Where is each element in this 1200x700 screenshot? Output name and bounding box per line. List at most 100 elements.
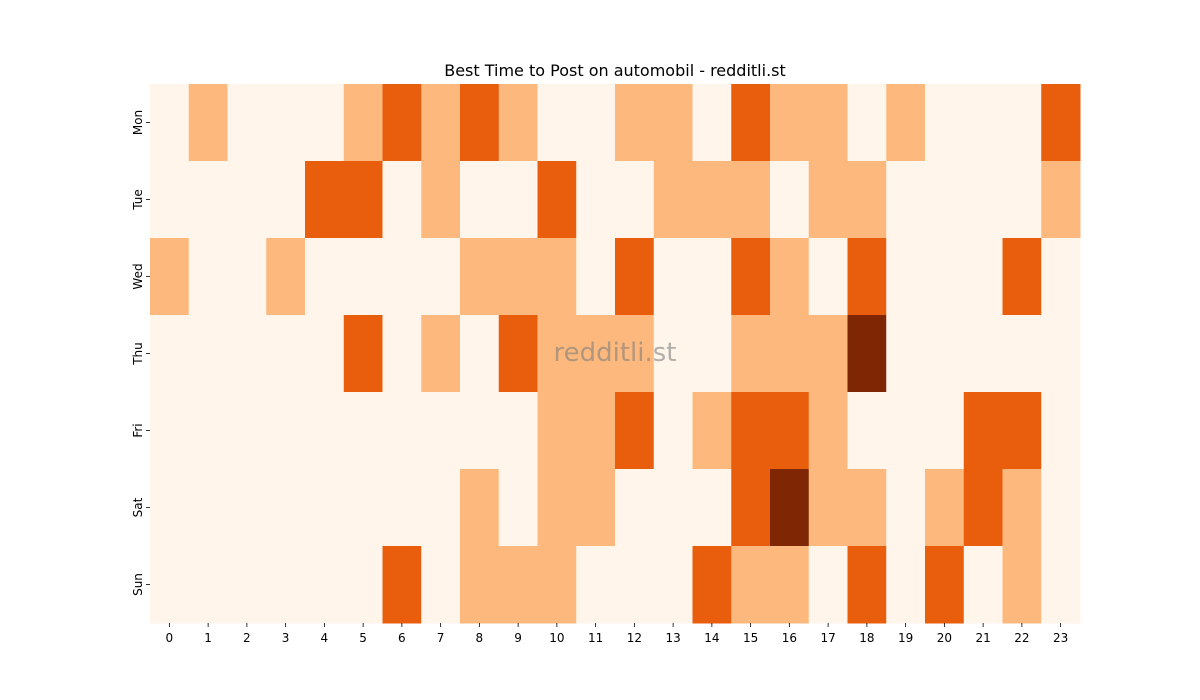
heatmap-cell-sun-10	[537, 546, 577, 624]
heatmap-cell-sat-21	[963, 469, 1003, 547]
heatmap-cell-thu-22	[1002, 315, 1042, 393]
heatmap-cell-fri-20	[925, 392, 965, 470]
heatmap-cell-mon-12	[615, 84, 655, 162]
x-tick-label: 8	[476, 631, 484, 645]
heatmap-cell-fri-8	[460, 392, 500, 470]
heatmap-cell-sun-4	[305, 546, 345, 624]
heatmap-cell-wed-7	[421, 238, 461, 316]
heatmap-cell-tue-13	[653, 161, 693, 239]
x-tick-label: 14	[704, 631, 719, 645]
heatmap-cell-mon-9	[498, 84, 538, 162]
heatmap-cell-mon-10	[537, 84, 577, 162]
heatmap-cell-mon-2	[227, 84, 267, 162]
heatmap-cell-fri-12	[615, 392, 655, 470]
heatmap-cell-mon-11	[576, 84, 616, 162]
heatmap-cell-mon-18	[847, 84, 887, 162]
heatmap-cell-sat-2	[227, 469, 267, 547]
y-axis: Mon Tue Wed Thu Fri Sat Sun	[131, 110, 150, 596]
x-tick-label: 9	[514, 631, 522, 645]
heatmap-cell-sat-16	[770, 469, 810, 547]
heatmap-cell-mon-15	[731, 84, 771, 162]
heatmap-cell-tue-14	[692, 161, 732, 239]
heatmap-cell-fri-19	[886, 392, 926, 470]
heatmap-cell-thu-23	[1041, 315, 1081, 393]
heatmap-cell-fri-21	[963, 392, 1003, 470]
heatmap-cell-wed-8	[460, 238, 500, 316]
heatmap-cell-sun-1	[188, 546, 228, 624]
x-axis: 0 1 2 3 4 5 6 7 8 9 10 11 12 13 14 15 16 17 18 19 20 21 22 23	[166, 623, 1068, 645]
heatmap-cell-wed-21	[963, 238, 1003, 316]
heatmap-cell-thu-16	[770, 315, 810, 393]
heatmap-cell-wed-11	[576, 238, 616, 316]
x-tick-label: 18	[859, 631, 874, 645]
heatmap-cell-wed-1	[188, 238, 228, 316]
heatmap-cell-sun-9	[498, 546, 538, 624]
heatmap-cell-sun-16	[770, 546, 810, 624]
heatmap-cell-sat-12	[615, 469, 655, 547]
heatmap-cell-fri-2	[227, 392, 267, 470]
heatmap-cell-sun-13	[653, 546, 693, 624]
heatmap-cell-sat-8	[460, 469, 500, 547]
x-tick-label: 15	[743, 631, 758, 645]
heatmap-cell-sun-17	[808, 546, 848, 624]
heatmap-cell-thu-17	[808, 315, 848, 393]
heatmap-cell-fri-10	[537, 392, 577, 470]
heatmap-cell-mon-20	[925, 84, 965, 162]
heatmap-cell-wed-14	[692, 238, 732, 316]
heatmap-cell-sat-3	[266, 469, 306, 547]
heatmap-cell-mon-21	[963, 84, 1003, 162]
heatmap-cell-fri-16	[770, 392, 810, 470]
heatmap-cell-sun-14	[692, 546, 732, 624]
heatmap-cell-sun-20	[925, 546, 965, 624]
heatmap-cell-wed-12	[615, 238, 655, 316]
heatmap-cell-wed-19	[886, 238, 926, 316]
heatmap-cell-wed-5	[343, 238, 383, 316]
heatmap-cell-fri-7	[421, 392, 461, 470]
heatmap-cell-fri-9	[498, 392, 538, 470]
x-tick-label: 0	[166, 631, 174, 645]
heatmap-cell-sun-12	[615, 546, 655, 624]
heatmap-cell-fri-18	[847, 392, 887, 470]
heatmap-cell-wed-20	[925, 238, 965, 316]
heatmap-cell-thu-11	[576, 315, 616, 393]
heatmap-cell-mon-7	[421, 84, 461, 162]
heatmap-cell-sat-6	[382, 469, 422, 547]
heatmap-cell-thu-4	[305, 315, 345, 393]
heatmap-cell-tue-20	[925, 161, 965, 239]
heatmap-cell-thu-13	[653, 315, 693, 393]
heatmap-cell-tue-21	[963, 161, 1003, 239]
heatmap-cell-sat-22	[1002, 469, 1042, 547]
heatmap-cell-thu-7	[421, 315, 461, 393]
y-tick-label: Sun	[131, 573, 145, 596]
x-tick-label: 22	[1014, 631, 1029, 645]
heatmap-cell-sat-23	[1041, 469, 1081, 547]
heatmap-cell-thu-21	[963, 315, 1003, 393]
heatmap-cell-sat-11	[576, 469, 616, 547]
heatmap-cell-sun-18	[847, 546, 887, 624]
heatmap-cell-sun-7	[421, 546, 461, 624]
heatmap-cell-sun-22	[1002, 546, 1042, 624]
heatmap-cell-mon-17	[808, 84, 848, 162]
x-tick-label: 21	[975, 631, 990, 645]
heatmap-cell-tue-4	[305, 161, 345, 239]
heatmap-cell-thu-18	[847, 315, 887, 393]
heatmap-cell-sat-20	[925, 469, 965, 547]
heatmap-cell-mon-22	[1002, 84, 1042, 162]
x-tick-label: 17	[820, 631, 835, 645]
heatmap-cell-fri-1	[188, 392, 228, 470]
heatmap-cell-mon-8	[460, 84, 500, 162]
x-tick-label: 23	[1053, 631, 1068, 645]
heatmap-cell-tue-18	[847, 161, 887, 239]
heatmap-cell-thu-3	[266, 315, 306, 393]
watermark: redditli.st	[554, 338, 677, 368]
heatmap-cell-wed-15	[731, 238, 771, 316]
heatmap-cell-thu-20	[925, 315, 965, 393]
heatmap-cell-thu-1	[188, 315, 228, 393]
heatmap-cell-fri-15	[731, 392, 771, 470]
heatmap-cell-sun-2	[227, 546, 267, 624]
heatmap-cell-fri-17	[808, 392, 848, 470]
heatmap-cell-tue-16	[770, 161, 810, 239]
heatmap-cell-wed-17	[808, 238, 848, 316]
heatmap-cell-thu-14	[692, 315, 732, 393]
x-tick-label: 19	[898, 631, 913, 645]
